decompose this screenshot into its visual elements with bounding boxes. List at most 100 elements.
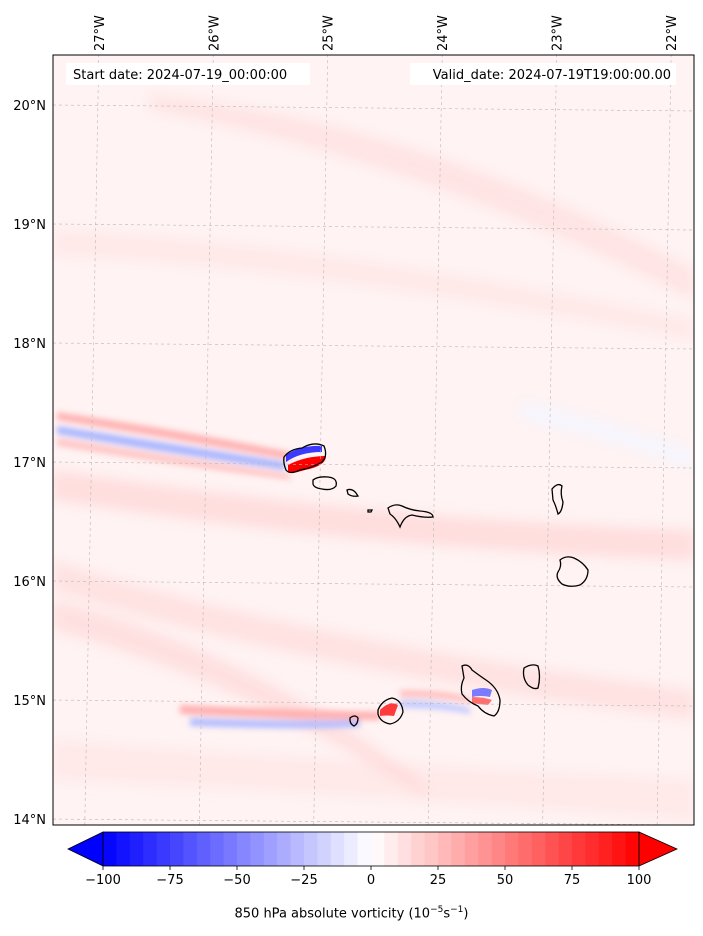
lon-tick-label: 25°W [322,15,337,51]
island-brava [349,715,359,727]
colorbar-cell [317,832,332,866]
lat-tick-label: 19°N [13,218,46,233]
colorbar-tick-label: 50 [497,873,514,888]
colorbar-label-exp1: −5 [430,905,444,915]
colorbar-label: 850 hPa absolute vorticity (10−5s−1) [0,905,703,921]
island-maio [522,664,541,690]
colorbar-cell [411,832,426,866]
colorbar-cell [531,832,546,866]
colorbar-tick-label: 100 [627,873,652,888]
colorbar-cell [384,832,399,866]
colorbar-tick-label: −75 [156,873,183,888]
lat-tick-label: 20°N [13,99,46,114]
parallel-line [53,223,694,231]
meridian-line [542,55,557,825]
colorbar-ticks: −100 −75 −50 −25 0 25 50 75 100 [85,866,651,888]
colorbar-cell [156,832,171,866]
island-santiago [460,664,501,717]
parallel-line [53,818,694,825]
colorbar-extend-min [67,831,104,867]
lat-tick-label: 15°N [13,694,46,709]
colorbar-cell [116,832,131,866]
colorbar-label-mid: s [443,906,451,922]
colorbar-cell [250,832,265,866]
colorbar-cell [598,832,613,866]
colorbar-cell [464,832,479,866]
lon-tick-label: 22°W [665,15,680,51]
colorbar-cell [290,832,305,866]
meridian-line [84,55,100,825]
vorticity-field [53,95,694,820]
colorbar-cell [518,832,533,866]
lon-tick-label: 24°W [436,15,451,51]
colorbar-label-suffix: ) [463,906,469,922]
colorbar-label-exp2: −1 [450,905,464,915]
lat-tick-label: 14°N [13,813,46,828]
map-frame [52,54,695,826]
lon-tick-label: 27°W [93,15,108,51]
map-background [53,55,694,825]
colorbar-cell [478,832,493,866]
wake-bands [57,412,470,729]
colorbar-cell [277,832,292,866]
colorbar-cells [103,832,640,866]
colorbar-cell [505,832,519,866]
colorbar-cell [330,832,345,866]
lon-tick-label: 23°W [551,15,566,51]
lat-tick-label: 17°N [13,456,46,471]
colorbar-extend-max [638,831,678,867]
colorbar: −100 −75 −50 −25 0 25 50 75 100 [67,831,678,888]
colorbar-label-prefix: 850 hPa absolute vorticity (10 [234,906,431,922]
colorbar-cell [438,832,452,866]
colorbar-cell [237,832,251,866]
colorbar-cell [424,832,439,866]
island-sal [551,483,564,515]
colorbar-cell [357,832,372,866]
colorbar-cell [210,832,225,866]
lat-tick-label: 18°N [13,337,46,352]
meridian-line [427,55,443,825]
colorbar-cell [170,832,184,866]
gridlines [53,55,694,825]
lon-tick-label: 26°W [207,15,222,51]
colorbar-cell [143,832,158,866]
colorbar-cell [451,832,466,866]
colorbar-tick-label: −100 [85,873,121,888]
latitude-tick-labels: 14°N 15°N 16°N 17°N 18°N 19°N 20°N [13,99,46,828]
start-date-box [66,63,310,85]
parallel-line [53,342,694,350]
colorbar-cell [545,832,560,866]
parallel-line [53,104,694,112]
colorbar-cell [129,832,144,866]
lat-tick-label: 16°N [13,575,46,590]
colorbar-cell [397,832,412,866]
colorbar-cell [223,832,238,866]
colorbar-cell [585,832,600,866]
colorbar-cell [625,832,640,866]
parallel-line [53,580,694,588]
colorbar-cell [612,832,627,866]
island-santa-luzia [346,488,360,497]
colorbar-cell [263,832,278,866]
colorbar-tick-label: −25 [290,873,317,888]
colorbar-cell [103,832,117,866]
colorbar-cell [371,832,385,866]
colorbar-cell [183,832,198,866]
island-sao-vicente [312,476,337,491]
colorbar-tick-label: 75 [564,873,581,888]
colorbar-tick-label: 0 [367,873,375,888]
island-boa-vista [556,556,589,587]
map-panel: Start date: 2024-07-19_00:00:00 Valid_da… [52,54,695,826]
diffuse-vorticity [53,95,694,820]
colorbar-cell [304,832,318,866]
colorbar-tick-label: −50 [223,873,250,888]
island-santo-antao [283,443,327,474]
colorbar-cell [572,832,586,866]
island-raso [367,509,374,513]
meridian-line [313,55,329,825]
longitude-tick-labels: 27°W 26°W 25°W 24°W 23°W 22°W [93,15,680,51]
island-sao-nicolau [387,504,434,529]
coastlines [283,443,589,727]
island-fogo [377,697,404,725]
